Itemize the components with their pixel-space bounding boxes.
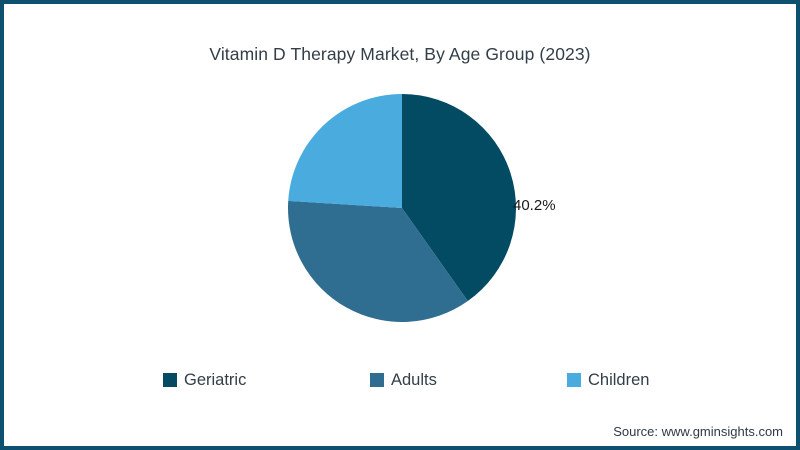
legend-item-adults: Adults — [370, 370, 437, 390]
legend-swatch-children — [567, 373, 581, 387]
legend-label-children: Children — [588, 370, 650, 389]
legend-swatch-geriatric — [163, 373, 177, 387]
pie-slice-adults — [287, 200, 468, 322]
source-attribution: Source: www.gminsights.com — [613, 424, 783, 439]
pie-chart — [287, 94, 516, 322]
legend-item-geriatric: Geriatric — [163, 370, 246, 390]
slice-data-label-geriatric: 40.2% — [513, 197, 556, 214]
legend-label-adults: Adults — [391, 370, 437, 389]
pie-slice-children — [288, 94, 402, 208]
legend-swatch-adults — [370, 373, 384, 387]
pie-slice-geriatric — [402, 94, 516, 302]
legend-item-children: Children — [567, 370, 649, 390]
chart-title: Vitamin D Therapy Market, By Age Group (… — [209, 44, 591, 64]
legend-label-geriatric: Geriatric — [184, 370, 247, 389]
